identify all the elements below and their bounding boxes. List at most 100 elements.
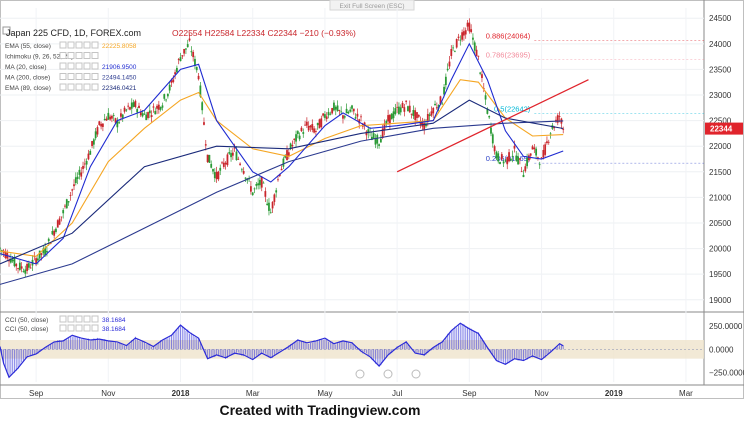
- x-tick-label: Sep: [29, 389, 44, 398]
- indicator-label: MA (200, close): [5, 75, 50, 82]
- cci-legend-control-icon[interactable]: [59, 324, 67, 332]
- candle: [237, 156, 240, 160]
- indicator-row[interactable]: EMA (55, close) 22225.8058: [5, 41, 137, 50]
- fib-level-label: 0.786(23695): [486, 50, 531, 59]
- cci-legend-row[interactable]: CCI (50, close) 38.1684: [5, 315, 126, 324]
- candle-body: [470, 29, 473, 33]
- candle-body: [38, 250, 41, 259]
- trendline[interactable]: [396, 79, 589, 173]
- candle-body: [35, 258, 38, 265]
- cci-line: [0, 322, 564, 379]
- cci-legend-control-icon[interactable]: [83, 324, 91, 332]
- cci-legend-control-icon[interactable]: [67, 324, 75, 332]
- indicator-row[interactable]: MA (20, close) 21906.9500: [5, 62, 137, 71]
- candle: [374, 133, 377, 149]
- candle-body: [235, 151, 238, 161]
- indicator-control-icon[interactable]: [59, 73, 67, 80]
- candle-body: [130, 102, 133, 109]
- cci-legend-control-icon[interactable]: [67, 315, 75, 323]
- reset-icon[interactable]: [383, 369, 393, 379]
- candle-body: [208, 154, 211, 163]
- legend-collapse-icon[interactable]: [2, 26, 11, 35]
- candle-body: [56, 220, 59, 228]
- candle-body: [324, 114, 326, 118]
- indicator-control-icon[interactable]: [91, 83, 99, 91]
- x-tick-label: Jul: [392, 389, 402, 398]
- y-tick-label: 20000: [709, 245, 732, 254]
- candle: [435, 102, 438, 110]
- indicator-control-icon[interactable]: [75, 52, 83, 59]
- indicator-control-icon[interactable]: [91, 62, 99, 70]
- candle-body: [154, 110, 157, 115]
- candle: [280, 165, 283, 171]
- candle-body: [455, 39, 458, 48]
- indicator-control-icon[interactable]: [91, 52, 99, 59]
- candle: [56, 219, 59, 228]
- cci-legend-control-icon[interactable]: [75, 315, 83, 323]
- candle-body: [529, 153, 532, 156]
- cci-legend-control-icon[interactable]: [91, 324, 99, 332]
- candle-body: [528, 155, 530, 161]
- indicator-control-icon[interactable]: [59, 83, 67, 91]
- cci-legend-control-icon[interactable]: [59, 315, 67, 323]
- candle-body: [331, 108, 334, 114]
- zoom-in-icon[interactable]: [411, 369, 421, 379]
- candle-body: [363, 122, 366, 126]
- indicator-control-icon[interactable]: [83, 41, 91, 49]
- indicator-control-icon[interactable]: [75, 62, 83, 70]
- indicator-control-icon[interactable]: [67, 52, 75, 59]
- indicator-control-icon[interactable]: [75, 41, 83, 49]
- indicator-control-icon[interactable]: [83, 62, 91, 70]
- indicator-label: Ichimoku (9, 26, 52, 26): [5, 54, 73, 61]
- indicator-control-icon[interactable]: [83, 83, 91, 91]
- candle-body: [58, 218, 61, 225]
- candle: [318, 118, 321, 129]
- indicator-control-icon[interactable]: [91, 41, 99, 49]
- indicator-label: EMA (89, close): [5, 85, 51, 92]
- candle: [309, 124, 312, 132]
- indicator-control-icon[interactable]: [67, 83, 75, 91]
- candle-body: [107, 112, 110, 120]
- cci-legend-row[interactable]: CCI (50, close) 38.1684: [5, 324, 126, 333]
- indicator-control-icon[interactable]: [59, 52, 67, 59]
- candle: [185, 48, 187, 55]
- indicator-row[interactable]: Ichimoku (9, 26, 52, 26): [5, 52, 99, 61]
- indicator-control-icon[interactable]: [67, 73, 75, 80]
- indicator-control-icon[interactable]: [83, 52, 91, 59]
- indicator-control-icon[interactable]: [83, 73, 91, 80]
- candle-body: [547, 141, 550, 143]
- candle-body: [17, 268, 19, 269]
- indicator-control-icon[interactable]: [67, 62, 75, 70]
- candle-body: [262, 182, 265, 184]
- indicator-row[interactable]: EMA (89, close) 22346.0421: [5, 83, 137, 92]
- indicator-control-icon[interactable]: [75, 83, 83, 91]
- candle-body: [515, 155, 518, 161]
- indicator-control-icon[interactable]: [59, 41, 67, 49]
- candle: [379, 134, 382, 143]
- candle: [430, 106, 433, 117]
- cci-legend-control-icon[interactable]: [83, 315, 91, 323]
- candle: [100, 121, 102, 130]
- indicator-row[interactable]: MA (200, close) 22494.1450: [5, 73, 137, 82]
- candle-body: [307, 126, 310, 131]
- trading-chart[interactable]: Exit Full Screen (ESC) 19000 19500 20000 205…: [0, 0, 744, 400]
- candle: [311, 119, 314, 133]
- zoom-out-icon[interactable]: [355, 369, 365, 379]
- candle-body: [347, 111, 350, 114]
- indicator-control-icon[interactable]: [75, 73, 83, 80]
- candle: [477, 55, 480, 61]
- cci-legend-label: CCI (50, close): [5, 317, 48, 324]
- candle-body: [53, 230, 56, 236]
- indicator-control-icon[interactable]: [59, 62, 67, 70]
- candle-body: [286, 150, 288, 161]
- cci-legend-control-icon[interactable]: [91, 315, 99, 323]
- indicator-control-icon[interactable]: [67, 41, 75, 49]
- candle: [172, 75, 175, 84]
- candle-body: [105, 118, 108, 121]
- candle: [152, 103, 155, 113]
- exit-fullscreen-button[interactable]: Exit Full Screen (ESC): [329, 0, 415, 11]
- cci-legend-control-icon[interactable]: [75, 324, 83, 332]
- indicator-control-icon[interactable]: [91, 73, 99, 80]
- candle-body: [197, 75, 200, 80]
- candle-body: [318, 119, 321, 129]
